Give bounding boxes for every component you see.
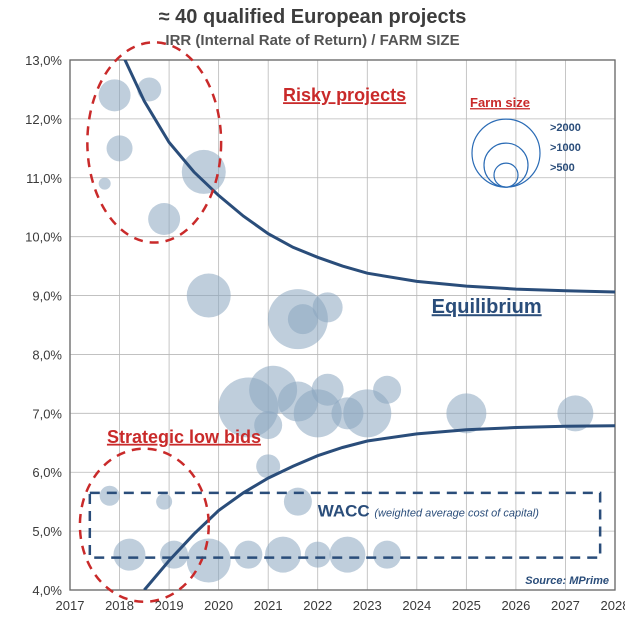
- lowbids-ellipse: [80, 449, 209, 602]
- x-tick-label: 2018: [105, 598, 134, 613]
- y-tick-label: 7,0%: [32, 406, 62, 421]
- x-tick-label: 2019: [155, 598, 184, 613]
- legend-title: Farm size: [470, 95, 530, 110]
- y-tick-label: 10,0%: [25, 230, 62, 245]
- legend-circle: [484, 143, 528, 187]
- data-bubble: [107, 135, 133, 161]
- source-label: Source: MPrime: [525, 575, 609, 587]
- x-tick-label: 2027: [551, 598, 580, 613]
- y-tick-label: 6,0%: [32, 465, 62, 480]
- annotation-risky: Risky projects: [283, 85, 406, 105]
- annotation-lowbids: Strategic low bids: [107, 427, 261, 447]
- x-tick-label: 2020: [204, 598, 233, 613]
- y-tick-label: 4,0%: [32, 583, 62, 598]
- data-bubble: [99, 178, 111, 190]
- legend-item-label: >500: [550, 162, 575, 174]
- x-tick-label: 2026: [501, 598, 530, 613]
- annotation-wacc: WACC (weighted average cost of capital): [318, 501, 539, 520]
- data-bubble: [234, 541, 262, 569]
- annotation-equilibrium: Equilibrium: [432, 296, 542, 318]
- data-bubble: [113, 539, 145, 571]
- x-tick-label: 2028: [601, 598, 625, 613]
- data-bubble: [313, 292, 343, 322]
- data-bubble: [100, 486, 120, 506]
- y-tick-label: 13,0%: [25, 53, 62, 68]
- y-tick-label: 5,0%: [32, 524, 62, 539]
- chart-container: ≈ 40 qualified European projects IRR (In…: [0, 0, 625, 624]
- x-tick-label: 2022: [303, 598, 332, 613]
- data-bubble: [446, 393, 486, 433]
- data-bubble: [373, 376, 401, 404]
- data-bubble: [329, 537, 365, 573]
- data-bubble: [148, 203, 180, 235]
- data-bubble: [373, 541, 401, 569]
- data-bubble: [187, 274, 231, 318]
- data-bubble: [182, 150, 226, 194]
- chart-svg: 2017 2018 2019 2020 2021 2022 2023 2024 2025 2026…: [0, 0, 625, 624]
- legend-circle: [494, 163, 518, 187]
- y-tick-label: 11,0%: [26, 171, 62, 186]
- legend-item-label: >2000: [550, 122, 581, 134]
- x-tick-label: 2021: [254, 598, 283, 613]
- data-bubble: [305, 542, 331, 568]
- legend-item-label: >1000: [550, 142, 581, 154]
- x-tick-label: 2023: [353, 598, 382, 613]
- legend-circle: [472, 119, 540, 187]
- y-tick-label: 9,0%: [32, 289, 62, 304]
- x-tick-label: 2017: [56, 598, 85, 613]
- x-tick-label: 2024: [402, 598, 431, 613]
- data-bubble: [156, 494, 172, 510]
- data-bubble: [265, 537, 301, 573]
- data-bubble: [99, 79, 131, 111]
- data-bubble: [137, 77, 161, 101]
- y-tick-label: 8,0%: [32, 347, 62, 362]
- x-tick-label: 2025: [452, 598, 481, 613]
- y-tick-label: 12,0%: [25, 112, 62, 127]
